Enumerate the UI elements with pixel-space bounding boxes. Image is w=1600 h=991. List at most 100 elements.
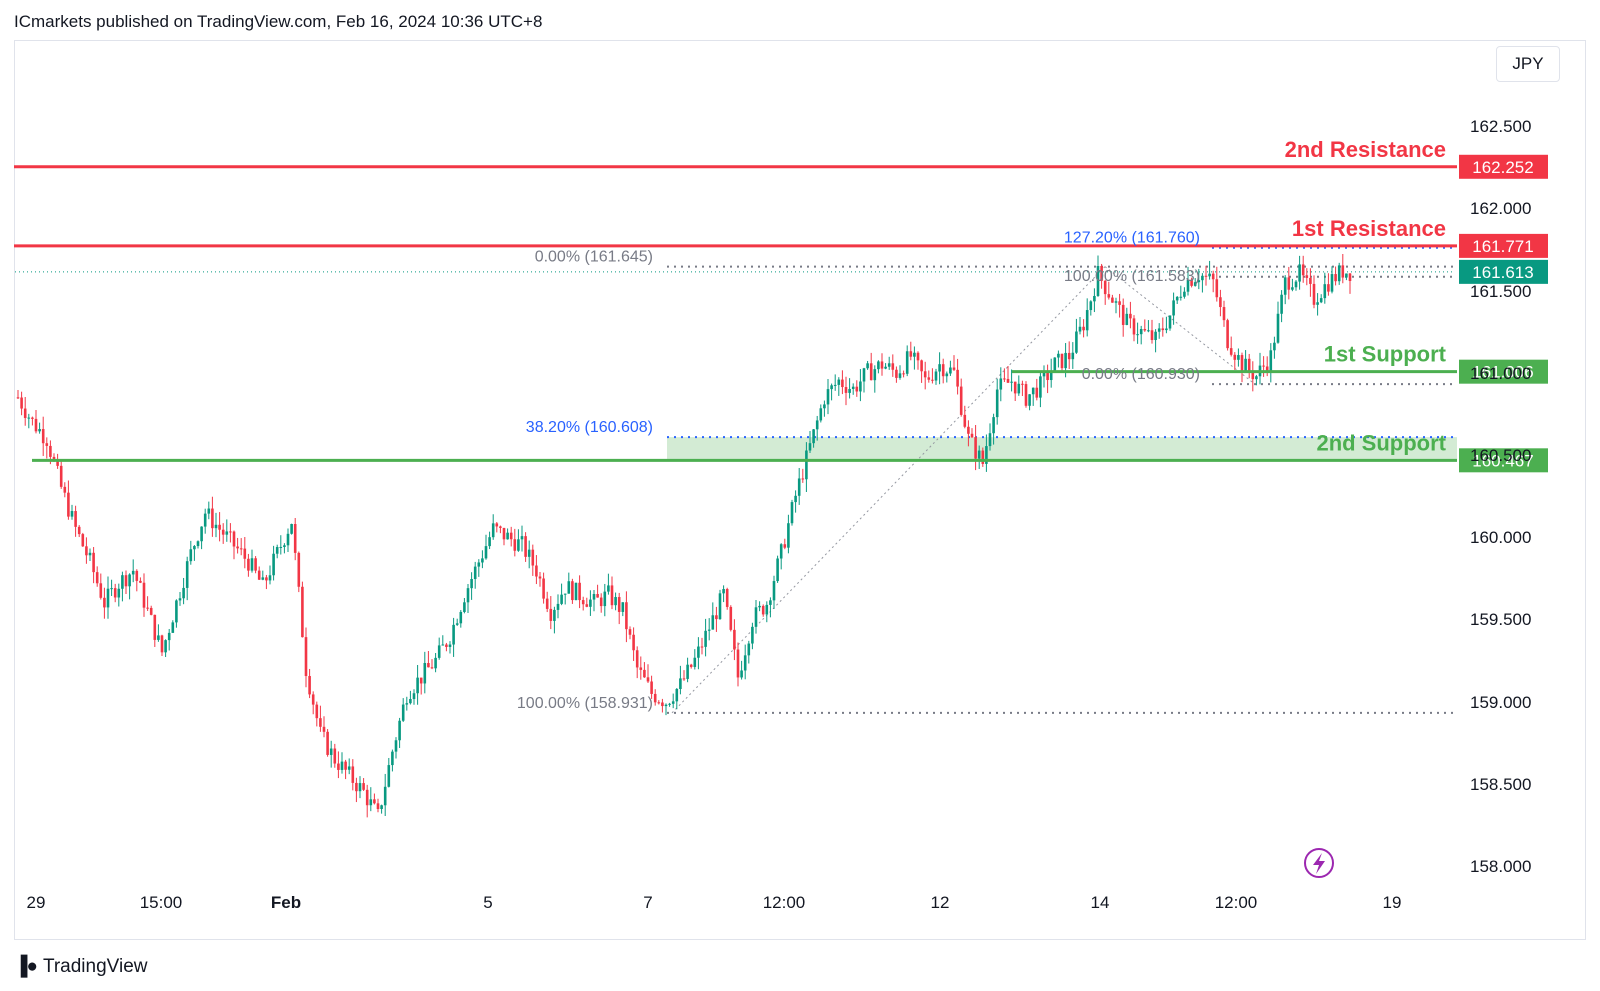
candle-body <box>247 558 250 571</box>
candle-body <box>405 703 409 705</box>
candle-body <box>185 561 189 588</box>
candle-body <box>1330 274 1334 292</box>
candle-body <box>549 608 553 621</box>
candle-body <box>805 450 808 480</box>
candle-body <box>1316 302 1319 305</box>
candle-body <box>340 761 344 770</box>
candle-body <box>358 783 362 792</box>
fib-label: 100.00% (161.583) <box>1064 268 1200 285</box>
candle-body <box>92 552 95 573</box>
candle-body <box>1237 355 1240 360</box>
candle-body <box>95 572 99 584</box>
candle-body <box>70 511 74 517</box>
candle-body <box>445 644 448 647</box>
candle-body <box>959 386 963 415</box>
candle-body <box>110 588 113 590</box>
candle-body <box>823 404 826 409</box>
candle-body <box>866 363 869 369</box>
candle-body <box>502 527 506 540</box>
lightning-icon[interactable] <box>1304 848 1334 878</box>
candle-body <box>1132 318 1136 335</box>
candle-body <box>988 433 992 447</box>
candle-body <box>380 805 383 810</box>
candle-body <box>203 513 207 527</box>
candle-body <box>1114 301 1118 303</box>
candle-body <box>1305 275 1309 278</box>
candle-body <box>139 580 142 583</box>
footer-brand: ▐● TradingView <box>14 956 148 978</box>
candle-body <box>239 548 243 550</box>
candle-body <box>128 574 131 587</box>
candle-body <box>941 364 945 377</box>
candle-body <box>499 526 502 528</box>
candle-body <box>747 643 751 656</box>
chart-frame[interactable] <box>14 40 1586 940</box>
candle-body <box>1323 284 1327 299</box>
candle-body <box>1085 310 1089 331</box>
level-name: 1st Support <box>1324 342 1447 367</box>
candle-body <box>441 644 445 646</box>
support-zone-layer <box>667 437 1457 461</box>
candle-body <box>1017 383 1021 394</box>
candle-body <box>376 803 380 810</box>
candle-body <box>167 632 171 641</box>
candle-body <box>41 429 45 444</box>
candle-body <box>657 702 661 704</box>
candle-body <box>646 677 650 682</box>
candle-body <box>949 367 952 374</box>
candle-body <box>643 669 646 678</box>
fib-trend-line <box>671 266 1106 714</box>
candle-body <box>477 562 481 567</box>
candle-body <box>383 786 387 806</box>
candle-body <box>1327 284 1330 292</box>
candle-body <box>329 748 333 755</box>
candle-body <box>826 389 830 405</box>
candle-body <box>635 650 639 668</box>
candle-body <box>531 549 535 566</box>
currency-button[interactable]: JPY <box>1496 46 1560 82</box>
candle-body <box>1010 381 1013 383</box>
candle-body <box>650 681 653 694</box>
x-tick-label: 7 <box>643 893 652 912</box>
candle-body <box>1143 328 1147 331</box>
candle-body <box>1208 273 1211 277</box>
candle-body <box>967 426 970 434</box>
candle-body <box>661 702 664 707</box>
candle-body <box>1082 326 1085 331</box>
candle-body <box>891 363 895 370</box>
candle-body <box>175 600 178 623</box>
candle-body <box>1165 328 1168 331</box>
candle-body <box>1226 320 1229 349</box>
x-tick-label: 15:00 <box>140 893 183 912</box>
candle-body <box>391 751 394 766</box>
candle-body <box>351 766 355 783</box>
price-tag-label: 160.467 <box>1472 451 1533 470</box>
candle-body <box>1298 264 1301 282</box>
y-tick-label: 160.500 <box>1470 446 1531 465</box>
candle-body <box>578 582 581 601</box>
candle-body <box>1193 282 1197 286</box>
candle-body <box>1319 298 1323 303</box>
price-tag-bg <box>1459 154 1548 179</box>
candle-body <box>905 351 909 374</box>
candle-body <box>715 615 718 620</box>
candle-body <box>265 577 268 581</box>
candle-body <box>45 443 49 446</box>
candle-body <box>1042 372 1046 377</box>
candle-body <box>322 726 326 732</box>
fib-trend-line <box>1104 266 1256 385</box>
candle-body <box>711 615 715 630</box>
candle-body <box>999 378 1003 390</box>
candle-body <box>1283 277 1287 295</box>
candle-body <box>596 594 599 598</box>
candle-body <box>862 368 866 382</box>
candle-body <box>1301 264 1305 276</box>
candle-body <box>178 598 182 601</box>
candle-body <box>585 604 589 607</box>
candle-body <box>308 676 311 695</box>
current-price-tag-label: 161.613 <box>1472 263 1533 282</box>
support-zone <box>667 437 1457 461</box>
candle-body <box>1136 334 1139 336</box>
x-tick-label: 5 <box>483 893 492 912</box>
